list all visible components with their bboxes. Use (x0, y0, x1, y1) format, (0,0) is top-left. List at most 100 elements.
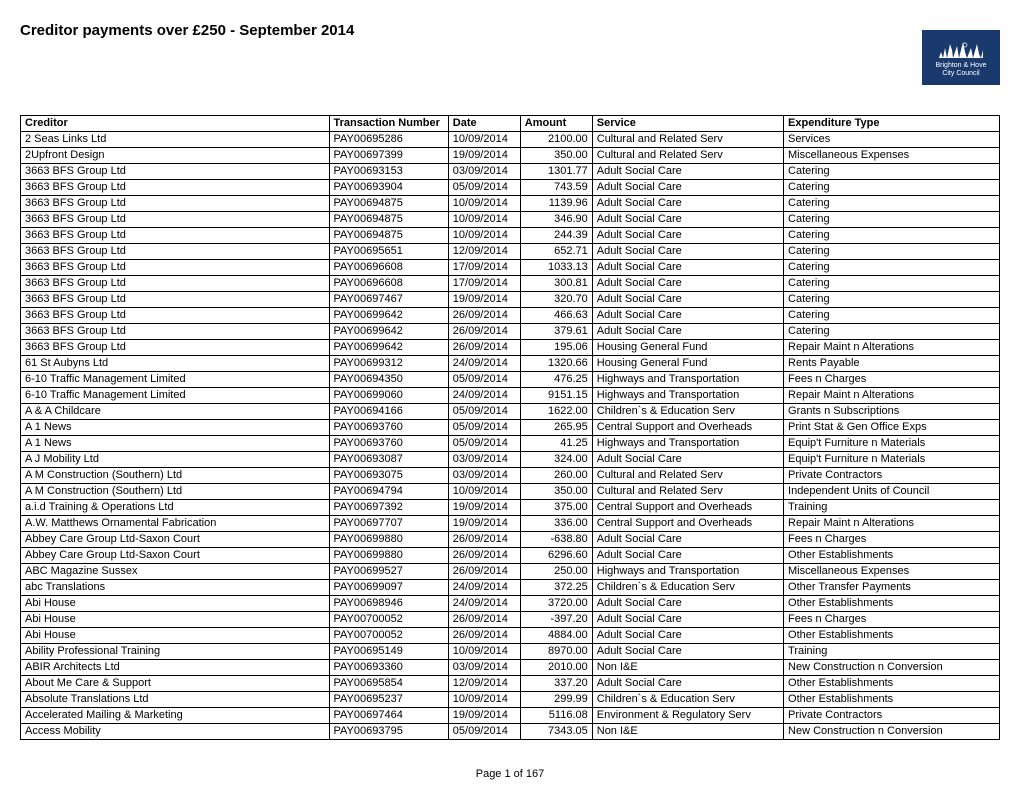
col-header-amount: Amount (520, 116, 592, 132)
cell: 250.00 (520, 564, 592, 580)
cell: Equip't Furniture n Materials (784, 436, 1000, 452)
table-row: 2Upfront DesignPAY0069739919/09/2014350.… (21, 148, 1000, 164)
table-row: A M Construction (Southern) LtdPAY006930… (21, 468, 1000, 484)
cell: Other Establishments (784, 692, 1000, 708)
cell: 320.70 (520, 292, 592, 308)
table-row: Abi HousePAY0070005226/09/2014-397.20Adu… (21, 612, 1000, 628)
skyline-icon (937, 38, 985, 60)
cell: Abi House (21, 628, 330, 644)
page-title: Creditor payments over £250 - September … (20, 20, 354, 39)
cell: PAY00700052 (329, 628, 448, 644)
cell: PAY00695237 (329, 692, 448, 708)
cell: 03/09/2014 (448, 452, 520, 468)
cell: 17/09/2014 (448, 276, 520, 292)
table-row: A 1 NewsPAY0069376005/09/201441.25Highwa… (21, 436, 1000, 452)
cell: 41.25 (520, 436, 592, 452)
cell: 6296.60 (520, 548, 592, 564)
cell: Housing General Fund (592, 356, 783, 372)
cell: Fees n Charges (784, 532, 1000, 548)
cell: 26/09/2014 (448, 340, 520, 356)
table-row: About Me Care & SupportPAY0069585412/09/… (21, 676, 1000, 692)
cell: Adult Social Care (592, 212, 783, 228)
table-row: A.W. Matthews Ornamental FabricationPAY0… (21, 516, 1000, 532)
cell: PAY00695149 (329, 644, 448, 660)
cell: 19/09/2014 (448, 292, 520, 308)
cell: ABIR Architects Ltd (21, 660, 330, 676)
cell: 24/09/2014 (448, 388, 520, 404)
cell: 26/09/2014 (448, 612, 520, 628)
cell: Other Transfer Payments (784, 580, 1000, 596)
cell: Other Establishments (784, 628, 1000, 644)
cell: Cultural and Related Serv (592, 484, 783, 500)
cell: Cultural and Related Serv (592, 148, 783, 164)
cell: Environment & Regulatory Serv (592, 708, 783, 724)
cell: 337.20 (520, 676, 592, 692)
cell: 1622.00 (520, 404, 592, 420)
cell: 05/09/2014 (448, 436, 520, 452)
cell: Absolute Translations Ltd (21, 692, 330, 708)
cell: Adult Social Care (592, 260, 783, 276)
cell: A.W. Matthews Ornamental Fabrication (21, 516, 330, 532)
col-header-date: Date (448, 116, 520, 132)
cell: Catering (784, 324, 1000, 340)
cell: Miscellaneous Expenses (784, 148, 1000, 164)
cell: Children`s & Education Serv (592, 404, 783, 420)
cell: Catering (784, 260, 1000, 276)
cell: Adult Social Care (592, 308, 783, 324)
cell: Catering (784, 308, 1000, 324)
cell: Catering (784, 212, 1000, 228)
cell: PAY00693075 (329, 468, 448, 484)
cell: Adult Social Care (592, 164, 783, 180)
table-row: 3663 BFS Group LtdPAY0069390405/09/20147… (21, 180, 1000, 196)
cell: 10/09/2014 (448, 228, 520, 244)
col-header-exp: Expenditure Type (784, 116, 1000, 132)
cell: Non I&E (592, 660, 783, 676)
cell: 324.00 (520, 452, 592, 468)
cell: Highways and Transportation (592, 372, 783, 388)
cell: 6-10 Traffic Management Limited (21, 388, 330, 404)
cell: Catering (784, 276, 1000, 292)
cell: Print Stat & Gen Office Exps (784, 420, 1000, 436)
cell: Abi House (21, 596, 330, 612)
cell: 3720.00 (520, 596, 592, 612)
cell: 05/09/2014 (448, 372, 520, 388)
table-row: 3663 BFS Group LtdPAY0069315303/09/20141… (21, 164, 1000, 180)
cell: abc Translations (21, 580, 330, 596)
cell: PAY00697467 (329, 292, 448, 308)
table-row: Ability Professional TrainingPAY00695149… (21, 644, 1000, 660)
table-row: 3663 BFS Group LtdPAY0069487510/09/20142… (21, 228, 1000, 244)
cell: Adult Social Care (592, 276, 783, 292)
cell: Services (784, 132, 1000, 148)
table-row: Abi HousePAY0069894624/09/20143720.00Adu… (21, 596, 1000, 612)
cell: PAY00699312 (329, 356, 448, 372)
cell: Private Contractors (784, 468, 1000, 484)
cell: 3663 BFS Group Ltd (21, 244, 330, 260)
cell: About Me Care & Support (21, 676, 330, 692)
table-row: Access MobilityPAY0069379505/09/20147343… (21, 724, 1000, 740)
cell: 10/09/2014 (448, 212, 520, 228)
cell: PAY00694875 (329, 196, 448, 212)
cell: 19/09/2014 (448, 148, 520, 164)
cell: Adult Social Care (592, 228, 783, 244)
cell: 4884.00 (520, 628, 592, 644)
cell: PAY00699642 (329, 308, 448, 324)
cell: Catering (784, 292, 1000, 308)
cell: 26/09/2014 (448, 564, 520, 580)
cell: 375.00 (520, 500, 592, 516)
logo-text-1: Brighton & Hove (936, 62, 987, 70)
cell: Adult Social Care (592, 180, 783, 196)
cell: Cultural and Related Serv (592, 468, 783, 484)
table-row: A & A ChildcarePAY0069416605/09/20141622… (21, 404, 1000, 420)
cell: Access Mobility (21, 724, 330, 740)
cell: 8970.00 (520, 644, 592, 660)
cell: 61 St Aubyns Ltd (21, 356, 330, 372)
cell: PAY00693360 (329, 660, 448, 676)
cell: Adult Social Care (592, 292, 783, 308)
cell: PAY00699880 (329, 548, 448, 564)
cell: PAY00693760 (329, 436, 448, 452)
cell: 3663 BFS Group Ltd (21, 324, 330, 340)
cell: Repair Maint n Alterations (784, 388, 1000, 404)
cell: 03/09/2014 (448, 660, 520, 676)
cell: Highways and Transportation (592, 564, 783, 580)
table-row: A M Construction (Southern) LtdPAY006947… (21, 484, 1000, 500)
